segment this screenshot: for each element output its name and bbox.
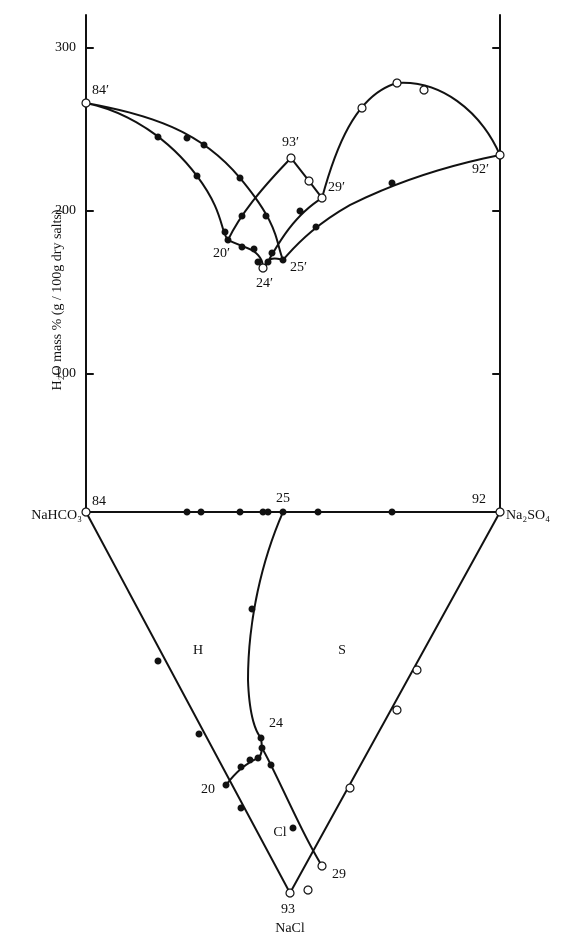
region-label: Cl xyxy=(273,825,286,840)
vertex-label: Na₂SO₄ xyxy=(506,508,550,523)
point-label: 93′ xyxy=(282,135,299,150)
point-label: 25 xyxy=(276,491,290,506)
point-label: 20′ xyxy=(213,246,230,261)
upper-curves xyxy=(85,81,501,269)
tick-label: 300 xyxy=(55,40,76,55)
point-label: 29 xyxy=(332,867,346,882)
upper-dots xyxy=(81,78,505,273)
region-label: S xyxy=(338,643,346,658)
vertex-label: NaHCO₃ xyxy=(31,508,82,523)
vertex-label: NaCl xyxy=(275,921,305,936)
point-label: 92 xyxy=(472,492,486,507)
axis-label: H₂O mass % (g / 100g dry salts) xyxy=(50,209,65,390)
point-label: 84′ xyxy=(92,83,109,98)
point-label: 29′ xyxy=(328,180,345,195)
tick-label: 100 xyxy=(55,366,76,381)
tick-label: 200 xyxy=(55,203,76,218)
lower-dots xyxy=(81,507,505,898)
point-label: 84 xyxy=(92,494,106,509)
point-label: 20 xyxy=(201,782,215,797)
point-label: 92′ xyxy=(472,162,489,177)
point-label: 25′ xyxy=(290,260,307,275)
lower-curves xyxy=(225,511,323,867)
point-label: 24′ xyxy=(256,276,273,291)
region-label: H xyxy=(193,643,203,658)
point-label: 24 xyxy=(269,716,283,731)
point-label: 93 xyxy=(281,902,295,917)
